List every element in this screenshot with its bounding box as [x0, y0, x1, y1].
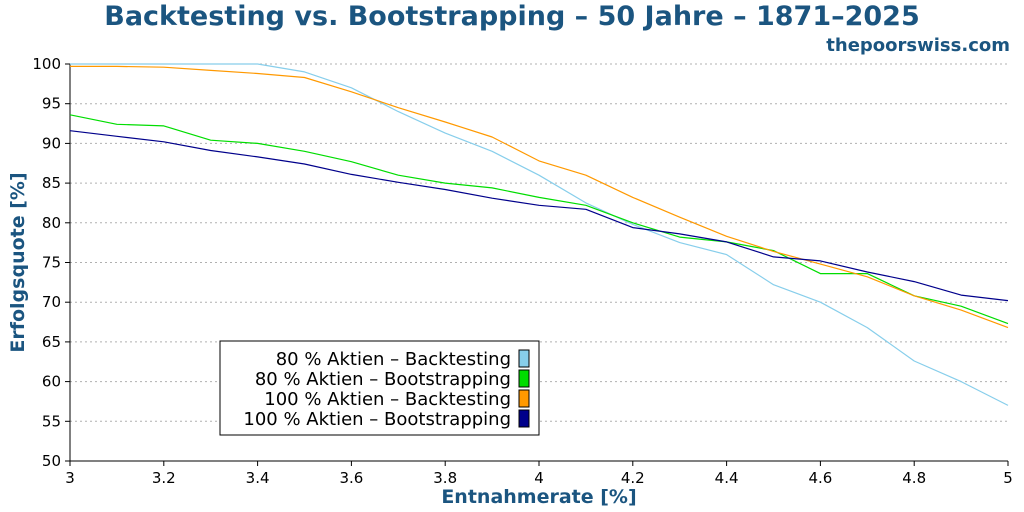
- x-tick: 3.2: [152, 461, 176, 487]
- x-tick-label: 4.4: [715, 469, 739, 487]
- x-tick-label: 4.2: [621, 469, 645, 487]
- x-tick-label: 3: [65, 469, 75, 487]
- y-tick: 85: [42, 174, 70, 192]
- y-tick-label: 50: [42, 452, 61, 470]
- x-tick-label: 4.6: [808, 469, 832, 487]
- y-tick-label: 95: [42, 95, 61, 113]
- legend-swatch-1: [518, 349, 530, 368]
- legend-label-3: 100 % Aktien – Backtesting: [264, 389, 511, 410]
- x-axis-title: Entnahmerate [%]: [441, 486, 636, 508]
- x-tick: 4.4: [715, 461, 739, 487]
- x-tick: 5: [1003, 461, 1013, 487]
- series-line-3: [70, 65, 1009, 329]
- y-tick: 100: [32, 55, 70, 73]
- legend-swatch-3: [518, 389, 530, 408]
- y-tick: 75: [42, 254, 70, 272]
- x-tick: 3.8: [433, 461, 457, 487]
- x-tick-label: 3.8: [433, 469, 457, 487]
- x-tick: 4.8: [902, 461, 926, 487]
- x-tick-label: 3.4: [246, 469, 270, 487]
- y-tick: 70: [42, 293, 70, 311]
- series-lines: [69, 63, 1009, 406]
- chart-title: Backtesting vs. Bootstrapping – 50 Jahre…: [104, 1, 920, 32]
- x-tick: 4.6: [808, 461, 832, 487]
- x-tick: 4.2: [621, 461, 645, 487]
- y-tick-label: 75: [42, 254, 61, 272]
- legend-label-2: 80 % Aktien – Bootstrapping: [255, 369, 511, 390]
- y-axis-title: Erfolgsquote [%]: [7, 172, 29, 352]
- y-tick: 90: [42, 134, 70, 152]
- y-tick-label: 85: [42, 174, 61, 192]
- y-tick-label: 65: [42, 333, 61, 351]
- x-tick-label: 3.2: [152, 469, 176, 487]
- y-tick: 65: [42, 333, 70, 351]
- y-tick-label: 60: [42, 373, 61, 391]
- y-tick: 50: [42, 452, 70, 470]
- y-tick-label: 90: [42, 134, 61, 152]
- series-line-2: [69, 114, 1009, 325]
- x-tick-label: 4: [534, 469, 544, 487]
- legend-label-1: 80 % Aktien – Backtesting: [276, 349, 511, 370]
- legend-swatch-4: [518, 409, 530, 428]
- x-tick-label: 3.6: [339, 469, 363, 487]
- y-tick: 55: [42, 412, 70, 430]
- x-tick-label: 5: [1003, 469, 1013, 487]
- x-tick: 3: [65, 461, 75, 487]
- x-tick: 3.4: [246, 461, 270, 487]
- y-tick: 80: [42, 214, 70, 232]
- x-tick: 3.6: [339, 461, 363, 487]
- source-label: thepoorswiss.com: [826, 35, 1010, 56]
- x-tick-label: 4.8: [902, 469, 926, 487]
- series-line-1: [70, 63, 1009, 406]
- y-tick-label: 80: [42, 214, 61, 232]
- y-tick-label: 55: [42, 412, 61, 430]
- series-line-4: [69, 130, 1009, 302]
- legend-swatch-2: [518, 369, 530, 388]
- axes: 50 55 60 65 70 75 80 85 90 95 100 3 3.2 3.4 3.6 3.8 4 4.2…: [7, 55, 1013, 508]
- y-tick-label: 100: [32, 55, 61, 73]
- x-tick: 4: [534, 461, 544, 487]
- y-tick: 60: [42, 373, 70, 391]
- y-tick: 95: [42, 95, 70, 113]
- y-tick-label: 70: [42, 293, 61, 311]
- legend-label-4: 100 % Aktien – Bootstrapping: [243, 409, 511, 430]
- legend-box: [219, 340, 540, 436]
